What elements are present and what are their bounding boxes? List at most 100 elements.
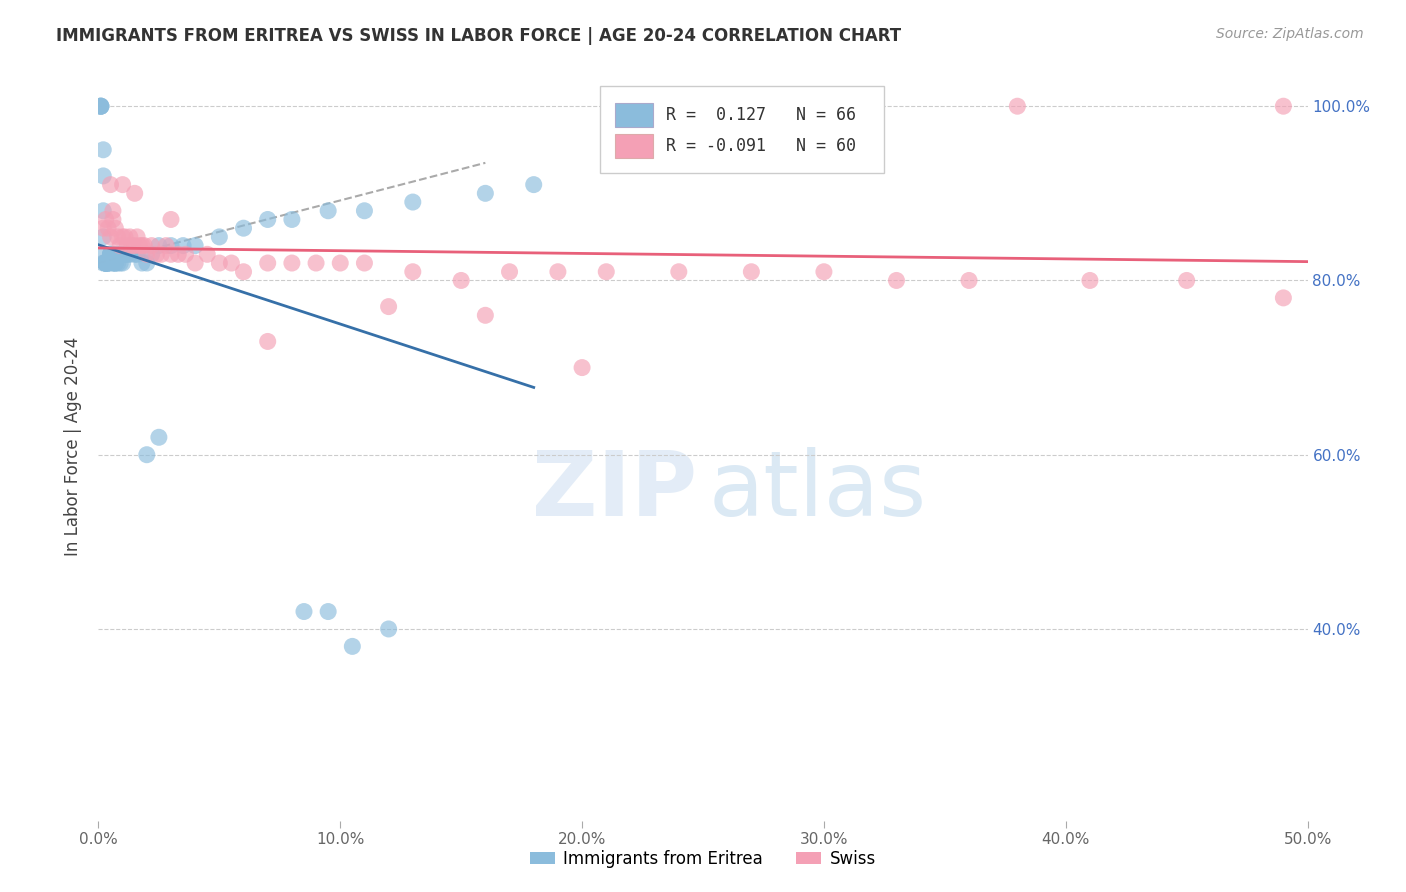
Point <box>1175 273 1198 287</box>
Point <box>100 247 122 261</box>
Point <box>1272 291 1295 305</box>
Point <box>155 238 177 252</box>
Point <box>523 178 546 192</box>
Point <box>128 238 150 252</box>
Point <box>97 256 120 270</box>
Point <box>104 256 127 270</box>
FancyBboxPatch shape <box>614 103 654 127</box>
Point <box>195 247 218 261</box>
Point <box>450 273 472 287</box>
Y-axis label: In Labor Force | Age 20-24: In Labor Force | Age 20-24 <box>65 336 83 556</box>
Point <box>167 247 190 261</box>
Point <box>94 256 117 270</box>
Point <box>1272 99 1295 113</box>
Point <box>135 256 157 270</box>
Point <box>281 212 304 227</box>
Point <box>316 203 339 218</box>
Point <box>94 256 117 270</box>
Point <box>145 247 167 261</box>
Point <box>131 238 153 252</box>
Text: R = -0.091   N = 60: R = -0.091 N = 60 <box>665 137 855 155</box>
Point <box>90 99 112 113</box>
Point <box>886 273 908 287</box>
Point <box>208 256 231 270</box>
Point <box>329 256 352 270</box>
Point <box>94 256 117 270</box>
Point <box>127 247 149 261</box>
Point <box>94 256 117 270</box>
Point <box>101 256 124 270</box>
Point <box>100 178 122 192</box>
Point <box>160 238 183 252</box>
Point <box>813 265 835 279</box>
Point <box>97 256 120 270</box>
Point <box>104 221 127 235</box>
Point <box>141 238 163 252</box>
Point <box>90 99 112 113</box>
Point <box>131 256 153 270</box>
Point <box>184 238 207 252</box>
Point <box>97 256 120 270</box>
Text: IMMIGRANTS FROM ERITREA VS SWISS IN LABOR FORCE | AGE 20-24 CORRELATION CHART: IMMIGRANTS FROM ERITREA VS SWISS IN LABO… <box>56 27 901 45</box>
Point <box>111 247 134 261</box>
Point <box>121 238 143 252</box>
Point <box>174 247 197 261</box>
Point <box>94 256 117 270</box>
Point <box>97 221 120 235</box>
Point <box>108 238 131 252</box>
Legend: Immigrants from Eritrea, Swiss: Immigrants from Eritrea, Swiss <box>523 844 883 875</box>
Text: ZIP: ZIP <box>531 447 697 535</box>
Point <box>377 622 399 636</box>
Point <box>474 308 496 322</box>
Point <box>94 256 117 270</box>
Point <box>221 256 243 270</box>
Point <box>148 238 170 252</box>
Point <box>402 195 425 210</box>
Point <box>124 247 146 261</box>
Point <box>91 221 114 235</box>
Point <box>292 605 315 619</box>
Point <box>232 221 254 235</box>
Point <box>135 448 157 462</box>
Point <box>668 265 690 279</box>
Point <box>740 265 762 279</box>
Point <box>571 360 593 375</box>
Point <box>135 247 157 261</box>
Point <box>100 247 122 261</box>
Point <box>94 256 117 270</box>
Point <box>957 273 980 287</box>
Point <box>232 265 254 279</box>
Point <box>91 256 114 270</box>
Point <box>160 247 183 261</box>
Point <box>107 247 129 261</box>
Point <box>256 212 278 227</box>
Point <box>101 256 124 270</box>
Point <box>97 256 120 270</box>
Point <box>91 143 114 157</box>
Point <box>100 230 122 244</box>
Point <box>316 605 339 619</box>
Point <box>124 186 146 201</box>
Point <box>377 300 399 314</box>
Point <box>208 230 231 244</box>
Point <box>148 430 170 444</box>
Point <box>100 247 122 261</box>
Point <box>100 247 122 261</box>
Point <box>134 238 156 252</box>
Point <box>108 256 131 270</box>
Point <box>117 238 139 252</box>
Point <box>114 230 136 244</box>
Point <box>91 203 114 218</box>
Point <box>94 212 117 227</box>
Point <box>117 247 139 261</box>
Point <box>256 256 278 270</box>
Point <box>91 169 114 183</box>
Point <box>474 186 496 201</box>
Point <box>91 230 114 244</box>
Point <box>256 334 278 349</box>
Text: atlas: atlas <box>709 447 927 535</box>
Point <box>97 256 120 270</box>
Point <box>111 256 134 270</box>
Point <box>547 265 569 279</box>
Point <box>1007 99 1029 113</box>
